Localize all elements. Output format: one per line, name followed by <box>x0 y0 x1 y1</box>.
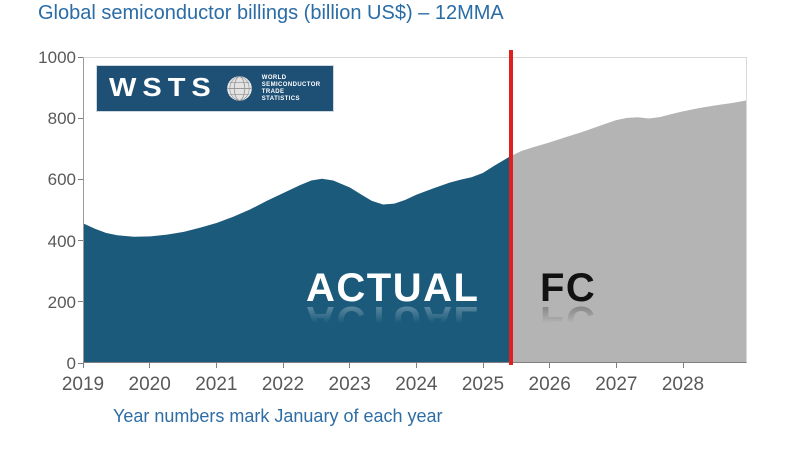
x-tick-label: 2019 <box>61 374 105 395</box>
logo-caption-line: SEMICONDUCTOR <box>261 81 321 88</box>
x-tick-mark <box>615 363 617 368</box>
forecast-divider-line <box>508 50 513 365</box>
y-tick-mark <box>78 178 83 180</box>
actual-label: ACTUAL ACTUAL <box>306 266 480 342</box>
y-tick-label: 0 <box>66 354 76 373</box>
y-tick-mark <box>78 301 83 303</box>
x-tick-label: 2024 <box>395 374 438 395</box>
fc-area-series <box>509 100 746 362</box>
y-tick-label: 200 <box>47 292 76 312</box>
x-tick-label: 2025 <box>461 374 505 395</box>
logo-caption-line: WORLD <box>261 74 287 81</box>
logo-caption-line: TRADE STATISTICS <box>261 88 300 102</box>
x-axis: 2019 2020 2021 2022 2023 2024 2025 2026 2027 2028 <box>62 363 747 408</box>
forecast-label-text: FC <box>540 266 597 310</box>
x-tick-label: 2026 <box>528 374 571 395</box>
chart-title: Global semiconductor billings (billion U… <box>38 2 504 24</box>
x-tick-mark <box>149 363 151 368</box>
x-tick-mark <box>682 363 684 368</box>
wsts-logo: WSTS WORLD SEMICONDUCTOR TRADE STATISTIC… <box>96 65 334 112</box>
actual-label-reflection: ACTUAL <box>306 298 480 342</box>
actual-label-text: ACTUAL <box>306 266 480 310</box>
wsts-wordmark: WSTS <box>109 73 217 103</box>
x-tick-mark <box>482 363 484 368</box>
x-tick-mark <box>415 363 417 368</box>
y-tick-label: 800 <box>47 109 76 129</box>
y-axis: 0 200 400 600 800 1000 <box>0 48 83 373</box>
x-tick-mark <box>282 363 284 368</box>
y-tick-mark <box>78 240 83 242</box>
globe-icon <box>227 76 252 101</box>
x-tick-label: 2028 <box>661 374 705 395</box>
y-tick-label: 400 <box>47 231 76 251</box>
y-tick-label: 1000 <box>38 48 76 67</box>
y-tick-label: 600 <box>47 170 76 190</box>
area-chart <box>84 100 746 362</box>
y-tick-mark <box>78 117 83 119</box>
x-tick-label: 2022 <box>261 374 305 395</box>
x-tick-label: 2020 <box>128 374 171 395</box>
x-tick-mark <box>349 363 351 368</box>
x-tick-label: 2021 <box>195 374 238 395</box>
axis-footnote: Year numbers mark January of each year <box>113 406 443 426</box>
x-tick-mark <box>215 363 217 368</box>
y-tick-mark <box>78 56 83 58</box>
forecast-label-reflection: FC <box>540 298 597 342</box>
x-tick-label: 2023 <box>328 374 371 395</box>
y-tick-mark <box>78 362 83 364</box>
logo-caption: WORLD SEMICONDUCTOR TRADE STATISTICS <box>262 75 321 103</box>
x-tick-mark <box>549 363 551 368</box>
actual-area-series <box>84 156 510 362</box>
forecast-label: FC FC <box>540 266 597 342</box>
x-tick-mark <box>82 363 84 368</box>
x-tick-label: 2027 <box>595 374 638 395</box>
plot-area: WSTS WORLD SEMICONDUCTOR TRADE STATISTIC… <box>83 50 747 365</box>
